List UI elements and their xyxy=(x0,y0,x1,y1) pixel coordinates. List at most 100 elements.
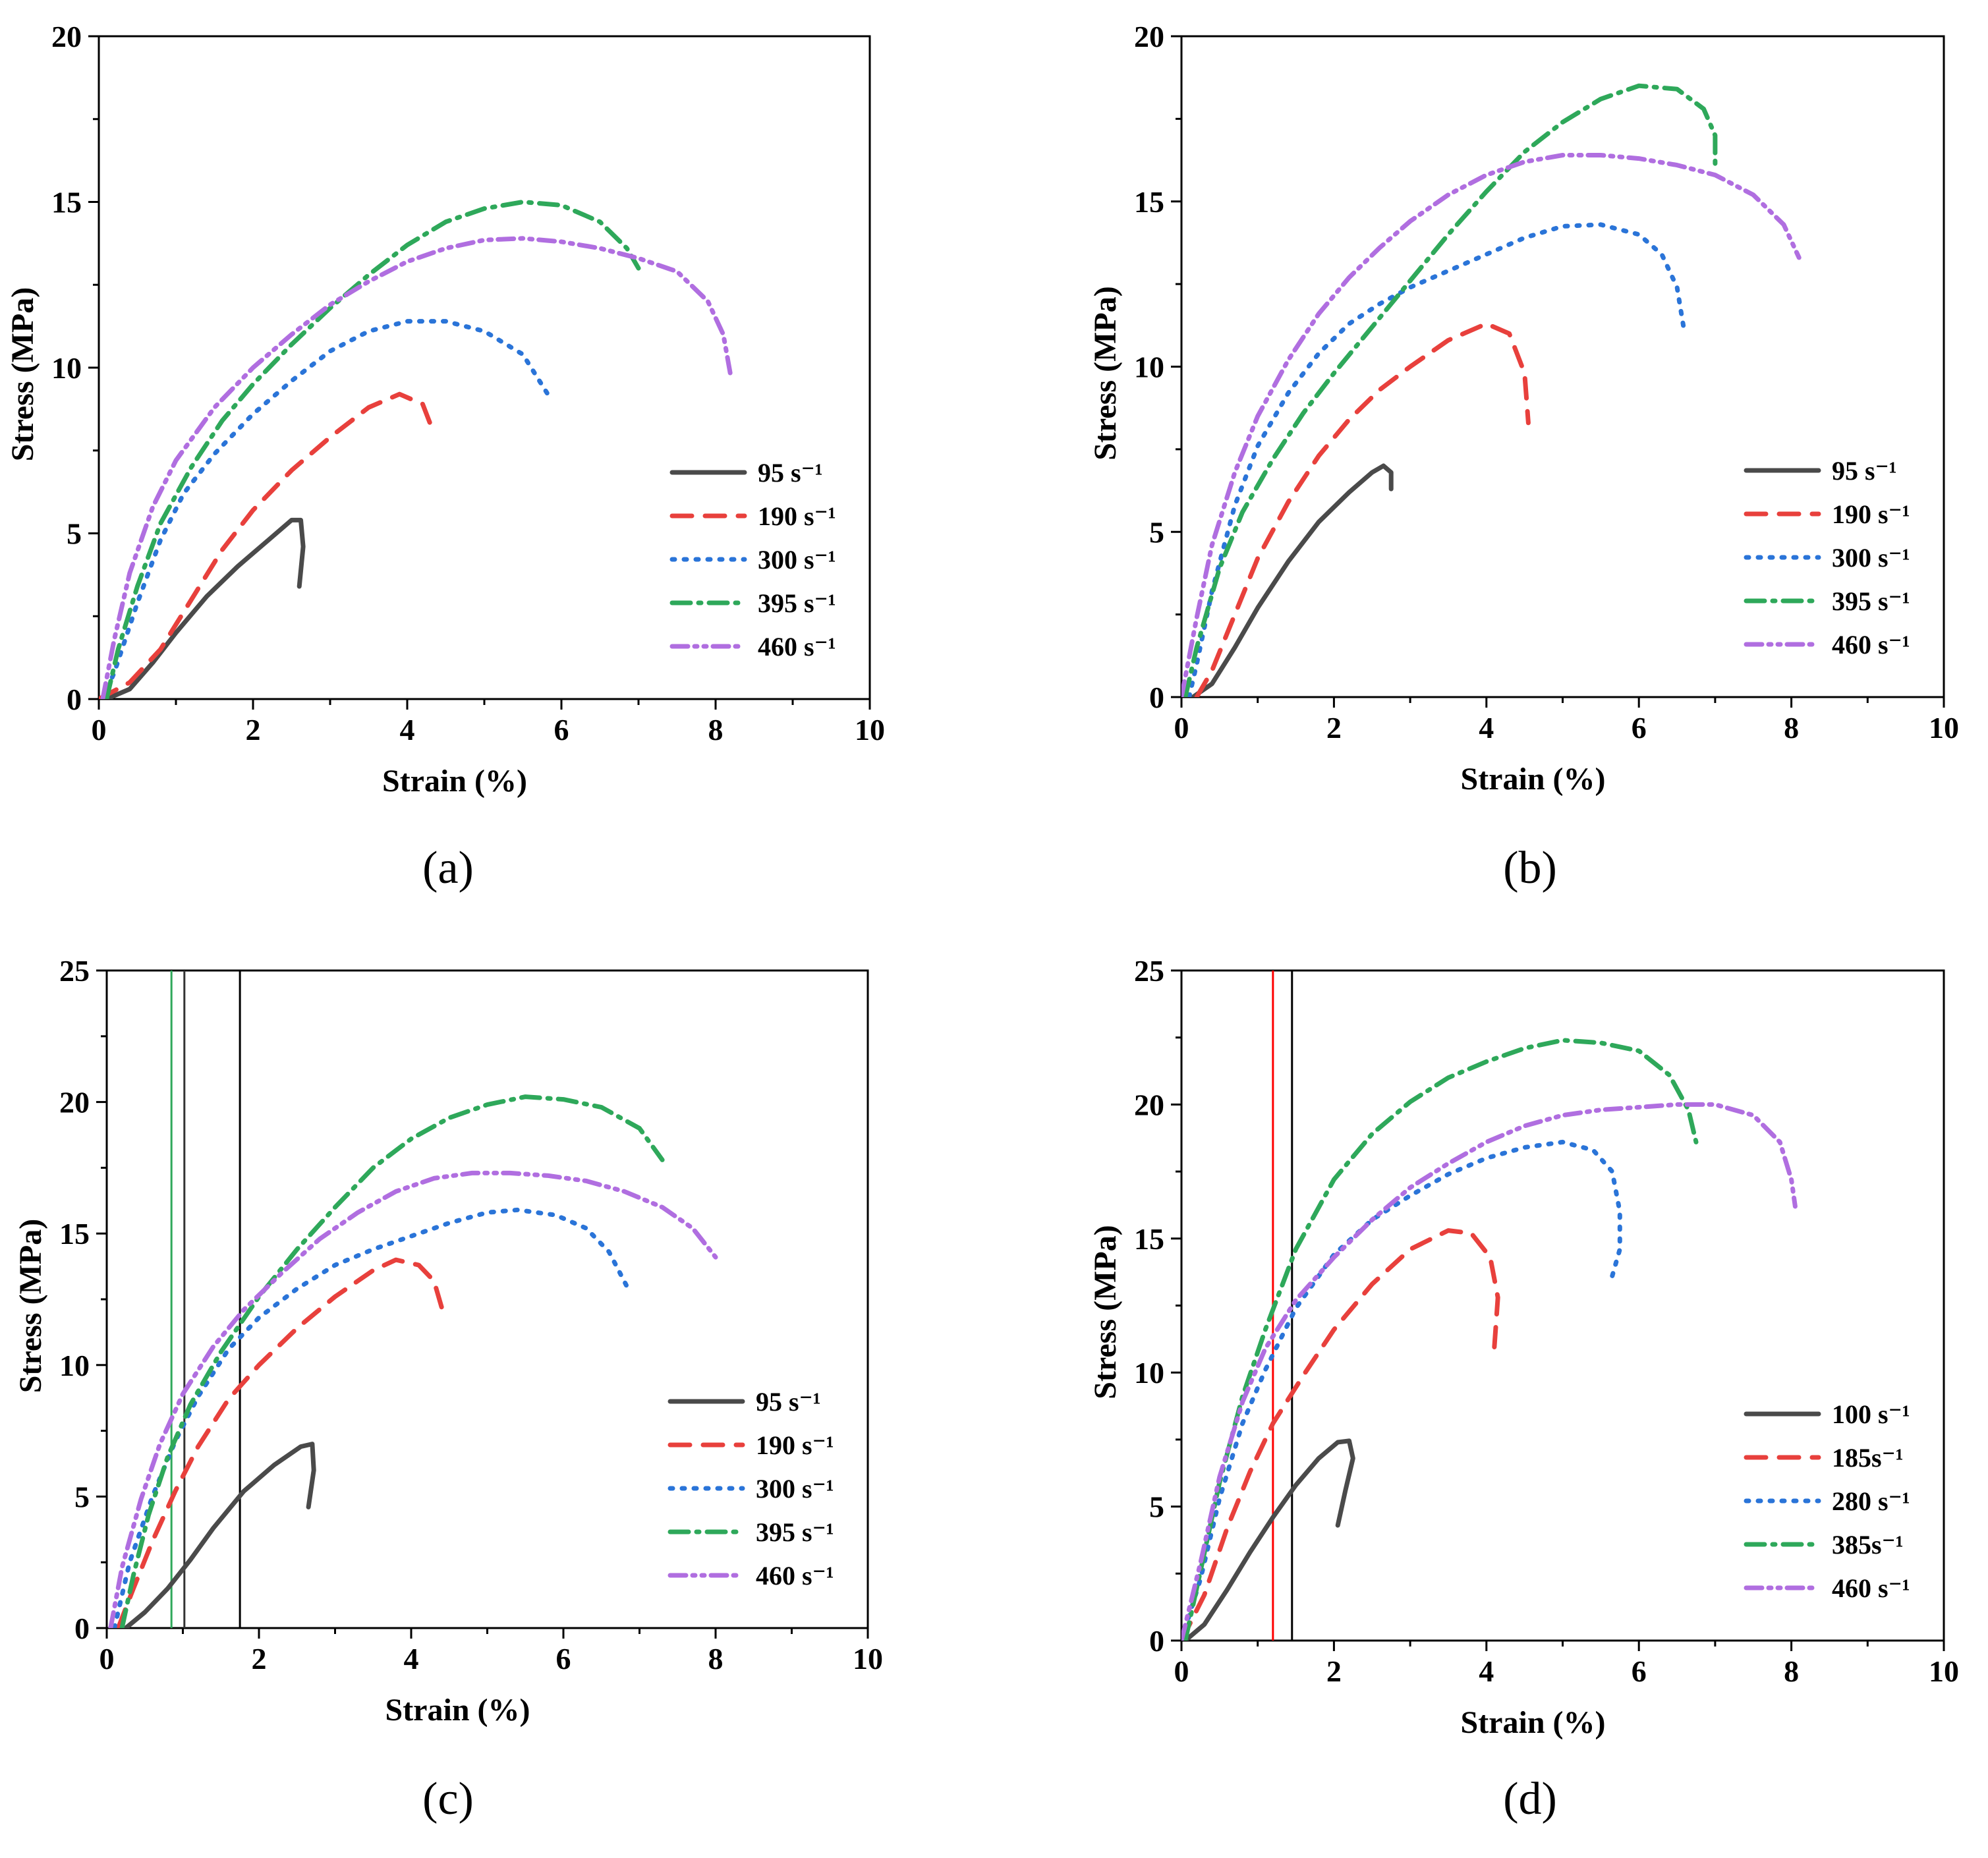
legend-label-5: 460 s⁻¹ xyxy=(1832,630,1910,660)
legend-label-4: 395 s⁻¹ xyxy=(756,1517,834,1547)
y-tick-label: 20 xyxy=(59,1086,90,1119)
y-tick-label: 5 xyxy=(74,1480,90,1513)
x-tick-label: 0 xyxy=(1174,711,1189,745)
legend-label-2: 190 s⁻¹ xyxy=(756,1430,834,1460)
x-tick-label: 0 xyxy=(1174,1654,1189,1688)
series-line-2 xyxy=(1194,321,1531,697)
y-tick-label: 20 xyxy=(1134,1088,1164,1121)
x-tick-label: 2 xyxy=(1326,1654,1342,1688)
x-axis-title: Strain (%) xyxy=(382,764,527,799)
series-line-5 xyxy=(108,1170,718,1628)
chart-panel-1: 0 2 4 6 8 10 0 5 10 15 20 Strain (%) Stress (MPa) 95 … xyxy=(5,20,885,893)
y-tick-label: 10 xyxy=(59,1349,90,1382)
legend-label-4: 395 s⁻¹ xyxy=(1832,586,1910,616)
series-line-1 xyxy=(1183,1438,1355,1641)
y-axis-title: Stress (MPa) xyxy=(5,287,40,461)
legend-label-2: 185s⁻¹ xyxy=(1832,1443,1904,1473)
legend-label-3: 300 s⁻¹ xyxy=(1832,543,1910,573)
y-tick-label: 15 xyxy=(1134,1222,1164,1256)
legend-label-3: 300 s⁻¹ xyxy=(758,545,836,575)
legend-label-2: 190 s⁻¹ xyxy=(758,501,836,531)
series-line-1 xyxy=(123,1442,316,1628)
legend-label-5: 460 s⁻¹ xyxy=(758,632,836,662)
legend: 95 s⁻¹ 190 s⁻¹ 300 s⁻¹ 395 s⁻¹ 460 s⁻¹ xyxy=(1744,456,1910,660)
x-tick-label: 10 xyxy=(855,713,885,746)
series-line-3 xyxy=(112,1207,631,1628)
legend-label-1: 95 s⁻¹ xyxy=(1832,456,1897,486)
y-tick-label: 25 xyxy=(59,954,90,988)
x-tick-label: 10 xyxy=(1929,711,1959,745)
x-tick-label: 6 xyxy=(554,713,569,746)
x-tick-label: 10 xyxy=(853,1642,883,1675)
legend-label-4: 385s⁻¹ xyxy=(1832,1530,1904,1560)
x-tick-label: 8 xyxy=(708,1642,724,1675)
y-tick-label: 5 xyxy=(67,517,82,551)
legend-label-5: 460 s⁻¹ xyxy=(756,1561,834,1591)
legend-label-1: 100 s⁻¹ xyxy=(1832,1399,1910,1429)
y-tick-label: 10 xyxy=(51,351,82,385)
series-line-3 xyxy=(1181,1139,1622,1641)
legend: 100 s⁻¹ 185s⁻¹ 280 s⁻¹ 385s⁻¹ 460 s⁻¹ xyxy=(1744,1399,1910,1603)
y-tick-label: 5 xyxy=(1149,515,1164,549)
series-line-5 xyxy=(1181,153,1802,697)
y-tick-label: 5 xyxy=(1149,1490,1164,1524)
legend-label-3: 280 s⁻¹ xyxy=(1832,1486,1910,1516)
x-axis-title: Strain (%) xyxy=(1461,1705,1606,1740)
x-tick-label: 8 xyxy=(708,713,724,746)
y-axis-title: Stress (MPa) xyxy=(1088,1225,1123,1399)
x-tick-label: 8 xyxy=(1784,1654,1799,1688)
series-line-4 xyxy=(119,1094,665,1628)
y-tick-label: 15 xyxy=(1134,185,1164,219)
x-tick-label: 4 xyxy=(404,1642,419,1675)
x-tick-label: 4 xyxy=(1479,711,1494,745)
y-tick-label: 25 xyxy=(1134,954,1164,988)
panel-caption: (c) xyxy=(422,1774,474,1824)
y-tick-label: 10 xyxy=(1134,351,1164,384)
legend-label-3: 300 s⁻¹ xyxy=(756,1474,834,1504)
legend-label-1: 95 s⁻¹ xyxy=(756,1387,821,1417)
series-line-2 xyxy=(1181,1228,1500,1641)
series-line-5 xyxy=(100,236,733,699)
panel-caption: (a) xyxy=(422,843,474,893)
series-line-2 xyxy=(99,391,437,699)
x-tick-label: 6 xyxy=(1632,711,1647,745)
series-line-2 xyxy=(115,1257,444,1628)
y-tick-label: 10 xyxy=(1134,1356,1164,1390)
y-tick-label: 0 xyxy=(1149,681,1164,714)
y-tick-label: 20 xyxy=(1134,20,1164,53)
y-tick-label: 20 xyxy=(51,20,82,53)
series-line-4 xyxy=(1183,83,1718,697)
chart-panel-4: 0 2 4 6 8 10 0 5 10 15 20 25 Strain (%) Stress (MPa) 1… xyxy=(1088,954,1959,1824)
legend-label-4: 395 s⁻¹ xyxy=(758,588,836,618)
x-tick-label: 2 xyxy=(246,713,261,746)
series-line-3 xyxy=(100,319,552,699)
legend-label-1: 95 s⁻¹ xyxy=(758,458,823,488)
x-axis-title: Strain (%) xyxy=(385,1693,530,1728)
x-tick-label: 10 xyxy=(1929,1654,1959,1688)
y-axis-title: Stress (MPa) xyxy=(13,1219,48,1393)
x-tick-label: 0 xyxy=(99,1642,115,1675)
series-line-1 xyxy=(104,517,306,699)
legend-label-2: 190 s⁻¹ xyxy=(1832,499,1910,529)
y-axis-title: Stress (MPa) xyxy=(1088,286,1123,460)
legend: 95 s⁻¹ 190 s⁻¹ 300 s⁻¹ 395 s⁻¹ 460 s⁻¹ xyxy=(669,458,836,662)
x-tick-label: 6 xyxy=(556,1642,571,1675)
x-tick-label: 2 xyxy=(252,1642,267,1675)
x-tick-label: 2 xyxy=(1326,711,1342,745)
legend: 95 s⁻¹ 190 s⁻¹ 300 s⁻¹ 395 s⁻¹ 460 s⁻¹ xyxy=(667,1387,834,1591)
x-tick-label: 4 xyxy=(400,713,415,746)
y-tick-label: 0 xyxy=(74,1612,90,1645)
x-tick-label: 0 xyxy=(92,713,107,746)
y-tick-label: 15 xyxy=(51,186,82,219)
chart-panel-3: 0 2 4 6 8 10 0 5 10 15 20 25 Strain (%) Stress (MPa) 9… xyxy=(13,954,883,1824)
x-tick-label: 8 xyxy=(1784,711,1799,745)
x-axis-title: Strain (%) xyxy=(1461,762,1606,797)
y-tick-label: 0 xyxy=(67,683,82,716)
panel-caption: (b) xyxy=(1503,843,1557,893)
y-tick-label: 15 xyxy=(59,1217,90,1251)
series-line-3 xyxy=(1187,222,1688,697)
x-tick-label: 6 xyxy=(1632,1654,1647,1688)
series-line-5 xyxy=(1181,1102,1798,1641)
chart-panel-2: 0 2 4 6 8 10 0 5 10 15 20 Strain (%) Stress (MPa) 95 … xyxy=(1088,20,1959,893)
